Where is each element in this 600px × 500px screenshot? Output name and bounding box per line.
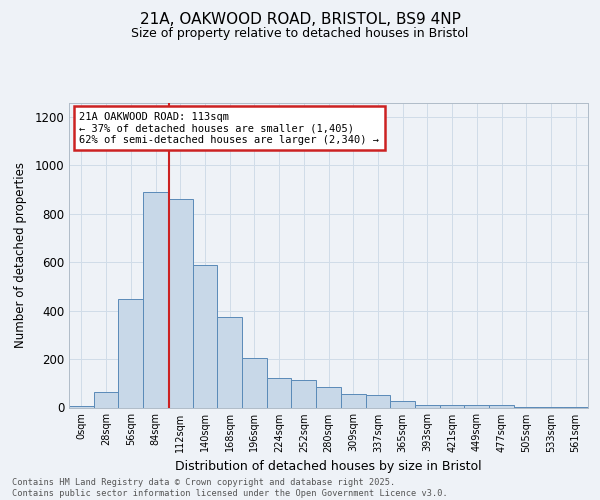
Text: 21A OAKWOOD ROAD: 113sqm
← 37% of detached houses are smaller (1,405)
62% of sem: 21A OAKWOOD ROAD: 113sqm ← 37% of detach… <box>79 112 379 145</box>
Bar <box>168 200 193 408</box>
Bar <box>143 192 168 408</box>
Bar <box>94 392 118 407</box>
Bar <box>489 405 514 407</box>
Y-axis label: Number of detached properties: Number of detached properties <box>14 162 28 348</box>
Bar <box>217 316 242 408</box>
Bar <box>464 404 489 407</box>
Text: Size of property relative to detached houses in Bristol: Size of property relative to detached ho… <box>131 28 469 40</box>
Bar <box>341 394 365 407</box>
Bar <box>69 406 94 408</box>
Bar <box>267 378 292 408</box>
Bar <box>365 396 390 407</box>
Bar <box>390 402 415 407</box>
Text: 21A, OAKWOOD ROAD, BRISTOL, BS9 4NP: 21A, OAKWOOD ROAD, BRISTOL, BS9 4NP <box>140 12 460 28</box>
Text: Contains HM Land Registry data © Crown copyright and database right 2025.
Contai: Contains HM Land Registry data © Crown c… <box>12 478 448 498</box>
Bar <box>118 298 143 408</box>
Bar <box>415 404 440 407</box>
Bar <box>292 380 316 407</box>
X-axis label: Distribution of detached houses by size in Bristol: Distribution of detached houses by size … <box>175 460 482 473</box>
Bar <box>440 405 464 407</box>
Bar <box>193 264 217 408</box>
Bar <box>514 407 539 408</box>
Bar <box>316 387 341 407</box>
Bar <box>242 358 267 408</box>
